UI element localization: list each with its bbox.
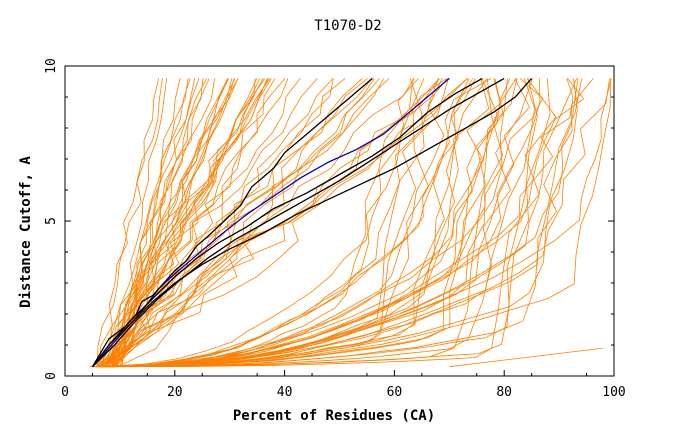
background-model-curve	[109, 78, 200, 367]
background-model-curve	[98, 78, 419, 368]
y-axis-ticks: 0 5 10	[44, 58, 614, 380]
background-model-curve	[106, 78, 268, 367]
background-model-curve	[107, 78, 578, 368]
background-model-curve	[110, 78, 440, 367]
background-model-curve	[91, 78, 470, 368]
x-axis-ticks: 0 20 40 60 80 100	[61, 370, 626, 400]
background-model-curve	[110, 78, 474, 368]
background-model-curve	[111, 78, 204, 367]
background-model-curve	[113, 78, 276, 367]
background-model-curve	[109, 78, 196, 367]
background-model-curve	[114, 78, 533, 368]
background-model-curve	[104, 78, 373, 368]
background-model-curve	[98, 78, 538, 368]
background-model-curve	[99, 78, 236, 367]
background-model-curve	[119, 78, 557, 368]
background-model-curve	[105, 78, 425, 368]
background-model-curve	[105, 78, 610, 368]
chart-title: T1070-D2	[314, 18, 381, 34]
y-tick-label: 5	[44, 217, 59, 225]
background-model-curve	[96, 78, 163, 367]
series-line-highlight-black-2	[91, 77, 483, 368]
highlighted-model-curves	[91, 77, 533, 368]
background-model-curve	[95, 78, 286, 368]
background-model-curve	[117, 78, 469, 368]
background-model-curve	[114, 78, 390, 367]
x-tick-label: 40	[277, 385, 293, 400]
background-model-curve	[99, 78, 579, 368]
background-model-curve	[108, 78, 612, 368]
series-line-highlight-black-4	[92, 77, 505, 368]
background-model-curve	[99, 78, 536, 368]
background-model-curve	[95, 78, 544, 368]
background-model-curve	[96, 78, 449, 368]
background-model-curve	[115, 78, 168, 367]
y-axis-label: Distance Cutoff, A	[18, 156, 34, 308]
x-tick-label: 80	[496, 385, 512, 400]
series-line-highlight-black-1	[91, 77, 373, 368]
background-model-curve	[107, 78, 574, 368]
background-model-curve	[102, 78, 498, 368]
background-model-curve	[106, 78, 289, 367]
x-tick-label: 100	[602, 385, 625, 400]
y-tick-label: 10	[44, 58, 59, 74]
background-model-curve	[95, 78, 504, 368]
series-line-highlight-black-3	[91, 77, 533, 368]
background-model-curve	[110, 78, 612, 368]
background-model-curve	[96, 78, 448, 368]
background-model-curves	[89, 78, 612, 368]
background-model-curve	[113, 78, 594, 368]
background-model-curve	[99, 78, 368, 367]
background-model-curve	[95, 78, 502, 368]
background-model-curve	[98, 78, 159, 367]
background-model-curve	[121, 78, 235, 367]
background-model-curve	[102, 78, 585, 368]
background-model-curve	[90, 78, 517, 368]
background-model-curve	[100, 78, 191, 367]
x-tick-label: 60	[387, 385, 403, 400]
background-model-curve	[99, 78, 443, 368]
background-model-curve	[449, 347, 604, 368]
background-model-curve	[99, 78, 334, 368]
x-tick-label: 0	[61, 385, 69, 400]
background-model-curve	[107, 78, 189, 367]
x-tick-label: 20	[167, 385, 183, 400]
background-model-curve	[108, 78, 582, 368]
background-model-curve	[106, 78, 551, 368]
y-tick-label: 0	[44, 372, 59, 380]
background-model-curve	[103, 78, 440, 368]
background-model-curve	[103, 78, 210, 367]
x-axis-label: Percent of Residues (CA)	[233, 408, 435, 424]
background-model-curve	[115, 78, 445, 368]
background-model-curve	[106, 78, 476, 368]
background-model-curve	[100, 78, 492, 368]
background-model-curve	[104, 78, 541, 368]
background-model-curve	[108, 78, 415, 367]
